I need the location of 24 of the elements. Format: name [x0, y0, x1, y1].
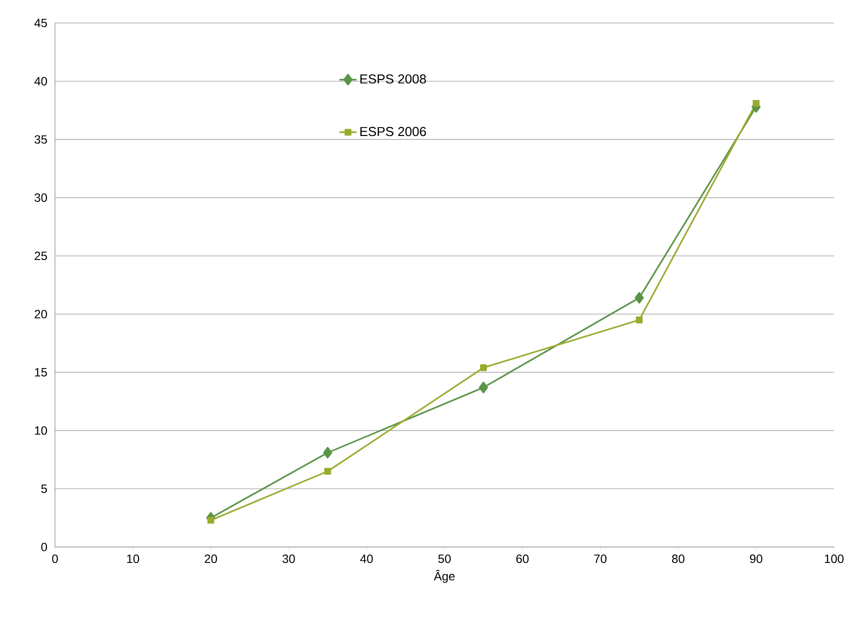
legend-label: ESPS 2006 — [360, 126, 426, 136]
x-tick-label: 30 — [282, 554, 295, 564]
x-axis-title: Âge — [434, 570, 455, 583]
y-tick-label: 20 — [34, 310, 48, 318]
x-tick-label: 60 — [516, 554, 529, 564]
x-tick-label: 20 — [204, 554, 218, 564]
y-tick-label: 30 — [34, 193, 48, 202]
legend-label: ESPS 2008 — [360, 74, 426, 84]
y-tick-label: 45 — [34, 18, 47, 28]
y-tick-label: 40 — [34, 76, 48, 86]
y-tick-label: 15 — [35, 368, 47, 377]
x-tick-label: 40 — [360, 554, 373, 564]
x-tick-label: 70 — [594, 554, 607, 564]
y-tick-label: 35 — [34, 135, 47, 144]
x-tick-label: 90 — [750, 554, 762, 564]
y-tick-label: 10 — [35, 426, 48, 435]
y-tick-label: 0 — [41, 542, 48, 552]
x-tick-label: 50 — [438, 554, 451, 564]
y-tick-label: 5 — [41, 484, 47, 493]
x-tick-label: 0 — [52, 554, 58, 564]
x-tick-label: 10 — [127, 554, 140, 564]
y-tick-label: 25 — [34, 252, 47, 260]
x-tick-label: 100 — [824, 554, 844, 564]
x-tick-label: 80 — [672, 554, 684, 564]
